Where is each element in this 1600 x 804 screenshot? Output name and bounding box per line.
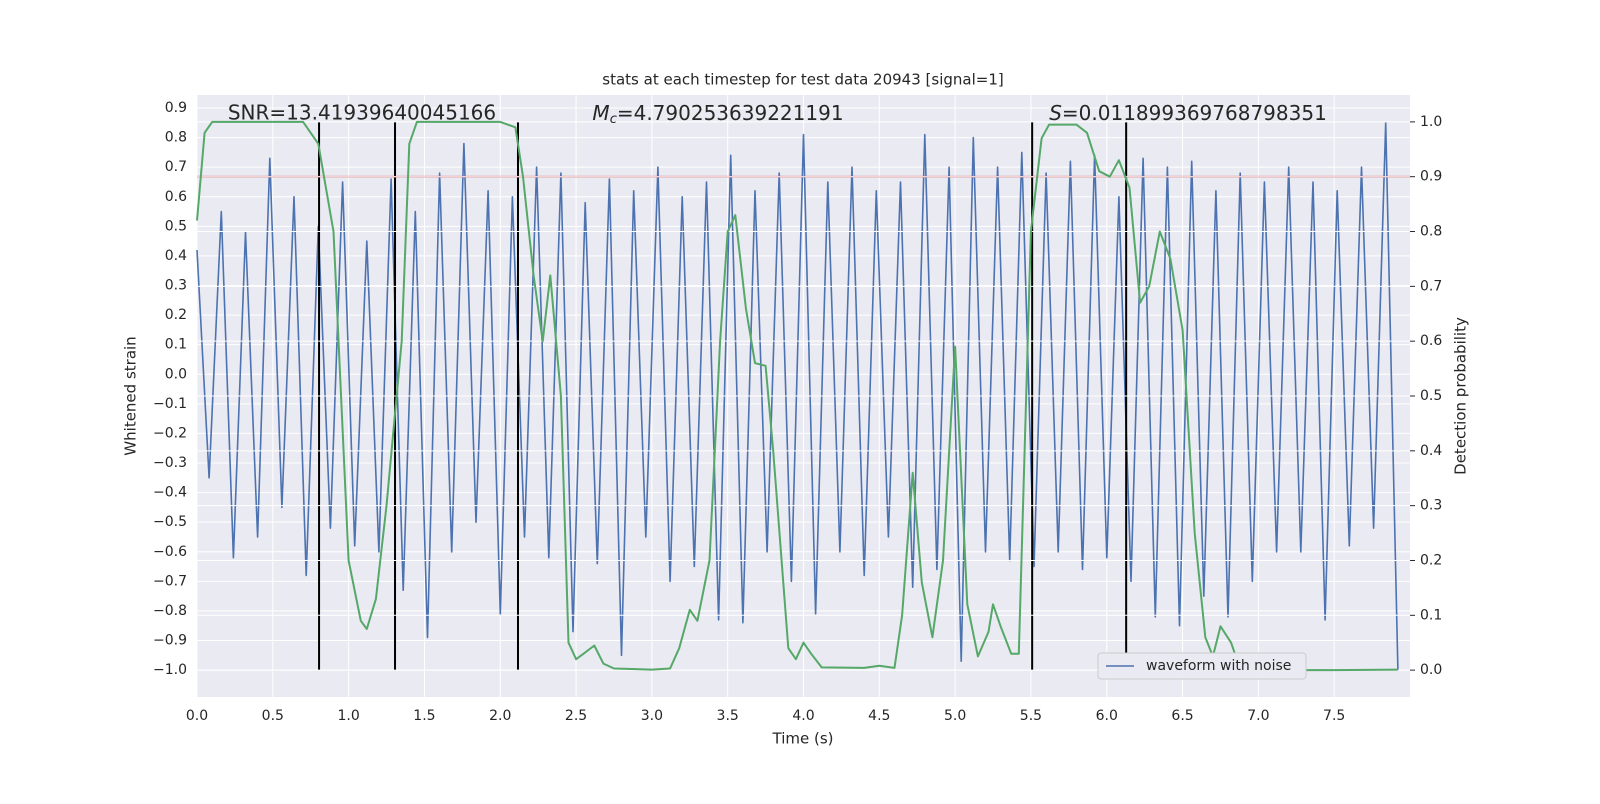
y2-tick-label: 0.6 [1420,333,1442,349]
y-tick-label: 0.8 [165,130,187,146]
x-tick-label: 2.5 [565,708,587,724]
x-tick-label: 6.5 [1171,708,1193,724]
chart-title: stats at each timestep for test data 209… [602,71,1003,89]
y2-tick-label: 0.8 [1420,224,1442,240]
y-tick-label: 0.7 [165,159,187,175]
annotation-symbol: M [592,101,609,125]
x-tick-label: 6.0 [1096,708,1118,724]
y-tick-label: −0.4 [153,485,187,501]
y2-tick-label: 1.0 [1420,114,1442,130]
legend: waveform with noise [1097,652,1307,680]
y-axis-label: Whitened strain [122,336,140,455]
legend-box [1097,652,1307,680]
x-axis-label: Time (s) [772,730,834,748]
y2-axis-label: Detection probability [1452,317,1470,475]
y-tick-label: 0.3 [165,278,187,294]
y-tick-label: 0.5 [165,218,187,234]
y-tick-label: −0.9 [153,632,187,648]
x-tick-label: 0.0 [186,708,208,724]
y-tick-label: 0.1 [165,337,187,353]
y2-tick-label: 0.1 [1420,607,1442,623]
annotation-value: =0.011899369768798351 [1062,101,1327,125]
y-tick-label: −0.1 [153,396,187,412]
y2-tick-label: 0.3 [1420,498,1442,514]
y-tick-label: −1.0 [153,662,187,678]
x-tick-label: 0.5 [262,708,284,724]
x-tick-label: 4.0 [792,708,814,724]
x-tick-label: 1.0 [337,708,359,724]
legend-label: waveform with noise [1146,658,1291,674]
x-tick-label: 1.5 [413,708,435,724]
y2-tick-label: 0.0 [1420,662,1442,678]
x-tick-label: 5.5 [1020,708,1042,724]
y-tick-label: −0.5 [153,514,187,530]
y-tick-label: −0.6 [153,544,187,560]
x-tick-label: 4.5 [868,708,890,724]
y-tick-label: 0.6 [165,189,187,205]
annotation: Mc=4.790253639221191 [592,101,843,127]
x-tick-label: 3.0 [641,708,663,724]
y-tick-label: −0.8 [153,603,187,619]
y-tick-label: 0.9 [165,100,187,116]
annotation: S=0.011899369768798351 [1049,101,1327,125]
x-tick-label: 3.5 [717,708,739,724]
y2-tick-label: 0.5 [1420,388,1442,404]
y-tick-label: −0.2 [153,425,187,441]
data-line [196,120,1398,672]
y2-tick-label: 0.2 [1420,552,1442,568]
y2-tick-label: 0.4 [1420,443,1442,459]
x-tick-label: 5.0 [944,708,966,724]
y-tick-label: 0.0 [165,366,187,382]
annotation: SNR=13.41939640045166 [228,101,496,125]
x-tick-label: 7.5 [1323,708,1345,724]
y-tick-label: −0.3 [153,455,187,471]
y-tick-label: 0.4 [165,248,187,264]
y2-tick-label: 0.9 [1420,169,1442,185]
x-tick-label: 7.0 [1247,708,1269,724]
y-tick-label: 0.2 [165,307,187,323]
y-tick-label: −0.7 [153,573,187,589]
annotation-value: =4.790253639221191 [617,101,844,125]
x-tick-label: 2.0 [489,708,511,724]
annotation-subscript: c [610,112,617,127]
y2-tick-label: 0.7 [1420,278,1442,294]
annotation-symbol: S [1049,101,1062,125]
